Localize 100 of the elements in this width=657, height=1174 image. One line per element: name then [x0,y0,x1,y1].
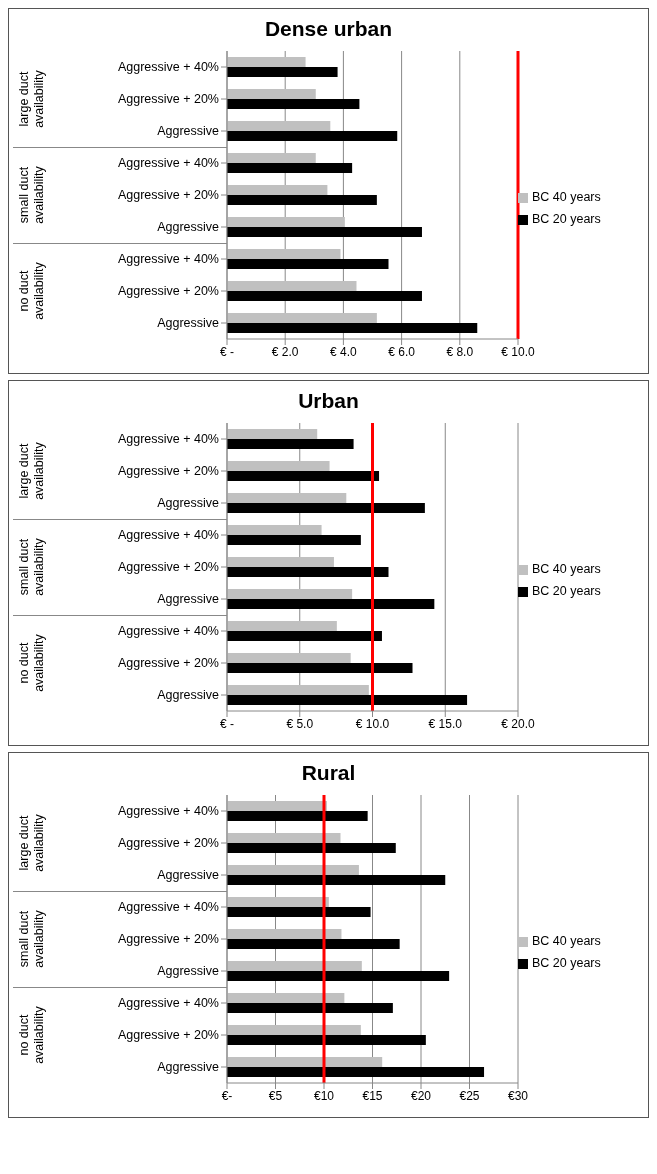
y-tick-label: Aggressive + 20% [117,92,219,107]
bar [227,291,422,301]
x-tick-label: € 5.0 [286,716,314,731]
bar [227,801,327,811]
y-tick-label: Aggressive + 40% [117,60,219,75]
x-tick-label: €15 [362,1088,383,1103]
y-tick-label: Aggressive [157,220,220,235]
legend-label: BC 20 years [532,956,601,970]
x-tick-label: € 2.0 [271,344,299,359]
bar [227,663,413,673]
x-tick-label: € 8.0 [446,344,474,359]
text: large duct availability [16,813,47,874]
chart-title: Dense urban [263,16,394,42]
y-tick-label: Aggressive [157,688,220,703]
bar [227,323,478,333]
y-tick-label: Aggressive + 20% [117,188,219,203]
y-tick-label: Aggressive + 20% [117,836,219,851]
bar [227,897,329,907]
bar [227,939,400,949]
bar [227,131,398,141]
y-tick-label: Aggressive [157,868,220,883]
y-tick-label: Aggressive [157,316,220,331]
legend-label: BC 40 years [532,934,601,948]
x-tick-label: €5 [268,1088,283,1103]
bar [227,1025,361,1035]
y-tick-label: Aggressive [157,964,220,979]
legend-label: BC 40 years [532,562,601,576]
text: no duct availability [16,633,47,694]
y-tick-label: Aggressive + 40% [117,996,219,1011]
bar [227,217,345,227]
bar [227,589,353,599]
bar [227,1067,485,1077]
text: small duct availability [16,537,47,598]
bar [227,621,337,631]
bar [227,599,435,609]
x-tick-label: € - [219,716,235,731]
bar [227,1035,426,1045]
x-tick-label: € - [219,344,235,359]
x-tick-label: € 6.0 [388,344,416,359]
bar [227,535,361,545]
text: no duct availability [16,261,47,322]
bar [227,259,389,269]
bar [227,439,354,449]
x-tick-label: € 10.0 [355,716,390,731]
legend-label: BC 20 years [532,584,601,598]
y-tick-label: Aggressive + 20% [117,1028,219,1043]
bar [227,313,377,323]
x-tick-label: € 20.0 [501,716,535,731]
bar [227,461,330,471]
bar [227,695,468,705]
text: large duct availability [16,441,47,502]
y-tick-label: Aggressive + 40% [117,624,219,639]
bar [227,1003,393,1013]
chart-title: Urban [297,388,360,414]
bar [227,971,450,981]
bar [227,99,360,109]
bar [227,153,316,163]
bar [227,843,396,853]
y-tick-label: Aggressive + 40% [117,900,219,915]
bar [227,833,341,843]
legend-label: BC 20 years [532,212,601,226]
bar [227,249,341,259]
y-tick-label: Aggressive + 20% [117,464,219,479]
bar [227,525,322,535]
x-tick-label: €30 [507,1088,529,1103]
bar [227,929,342,939]
x-tick-label: €10 [313,1088,335,1103]
x-tick-label: € 4.0 [330,344,358,359]
y-tick-label: Aggressive + 40% [117,252,219,267]
text: small duct availability [16,165,47,226]
text: large duct availability [16,69,47,130]
bar [227,121,331,131]
bar [227,811,368,821]
bar [227,471,380,481]
bar [227,685,369,695]
bar [227,57,306,67]
bar [227,163,353,173]
bar [227,503,425,513]
bar [227,89,316,99]
text: no duct availability [16,1005,47,1066]
bar [227,875,446,885]
bar [227,961,362,971]
text: small duct availability [16,909,47,970]
y-tick-label: Aggressive + 20% [117,560,219,575]
bar [227,557,334,567]
bar [227,281,357,291]
y-tick-label: Aggressive + 40% [117,156,219,171]
bar [227,67,338,77]
x-tick-label: €20 [410,1088,432,1103]
y-tick-label: Aggressive [157,592,220,607]
bar [227,993,345,1003]
bar [227,865,359,875]
legend-label: BC 40 years [532,190,601,204]
y-tick-label: Aggressive + 20% [117,932,219,947]
bar [227,493,347,503]
bar [227,567,389,577]
bar [227,907,371,917]
chart-title: Rural [300,760,357,786]
x-tick-label: €- [221,1088,233,1103]
y-tick-label: Aggressive [157,124,220,139]
